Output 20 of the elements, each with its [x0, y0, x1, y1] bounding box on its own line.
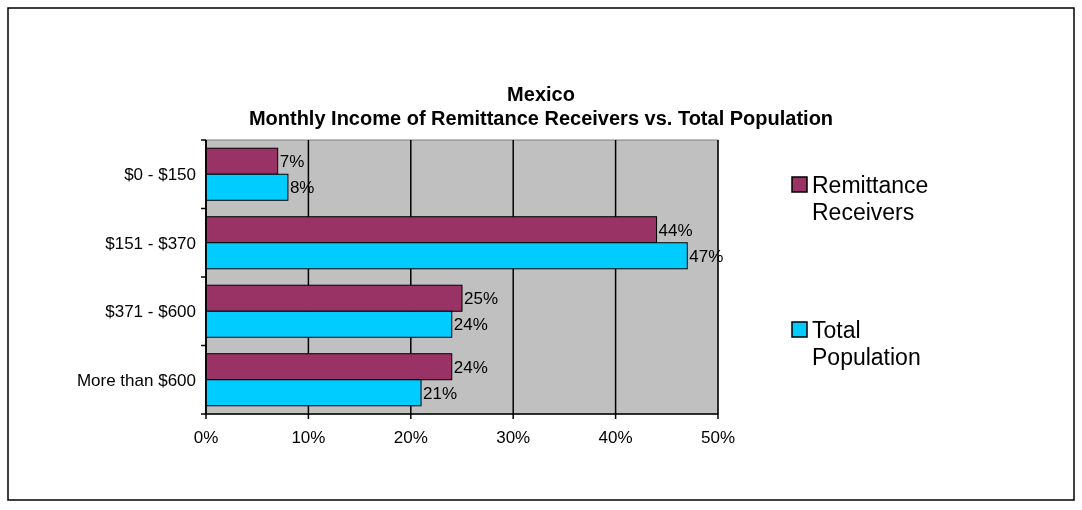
x-tick-label: 20% [393, 427, 428, 447]
chart-title: Mexico [507, 83, 575, 105]
data-label: 21% [423, 383, 458, 403]
x-tick-label: 50% [700, 427, 736, 447]
y-tick-label: $151 - $370 [105, 233, 196, 253]
chart-subtitle: Monthly Income of Remittance Receivers vs. Total Population [248, 107, 834, 129]
y-tick-label: $371 - $600 [105, 302, 196, 322]
data-label: 44% [658, 220, 693, 240]
x-tick-label: 30% [496, 427, 531, 447]
data-label: 24% [453, 357, 488, 377]
x-tick-label: 40% [598, 427, 633, 447]
x-tick-label: 0% [193, 427, 219, 447]
data-label: 7% [279, 152, 305, 172]
legend-label: Remittance Receivers [812, 172, 929, 225]
legend-label: Total Population [812, 317, 921, 370]
data-label: 24% [453, 315, 488, 335]
data-label: 25% [464, 289, 499, 309]
y-tick-label: More than $600 [76, 370, 196, 390]
x-tick-label: 10% [291, 427, 326, 447]
y-tick-label: $0 - $150 [124, 165, 196, 185]
